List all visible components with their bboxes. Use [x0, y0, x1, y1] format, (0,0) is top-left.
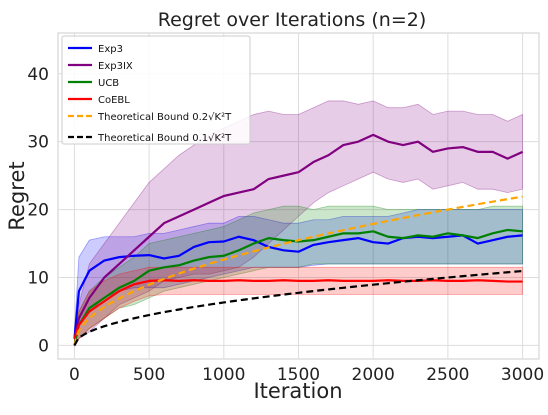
chart-title: Regret over Iterations (n=2): [158, 9, 427, 31]
x-tick-label: 0: [69, 365, 80, 385]
legend-formula: √K²T: [208, 112, 232, 123]
y-tick-labels: 0 10 20 30 40: [27, 65, 49, 357]
series-line-exp3ix: [73, 133, 524, 339]
legend-label: Exp3: [98, 44, 123, 55]
legend-label: UCB: [98, 78, 119, 89]
x-tick-labels: 0 500 1000 1500 2000 2500 3000: [69, 365, 544, 385]
series-line-ucb: [73, 228, 523, 346]
y-tick-label: 40: [27, 65, 49, 85]
x-tick-label: 2000: [352, 365, 395, 385]
band-ucb: [74, 205, 523, 347]
series-line-theoretical-bound-0-2: [73, 195, 523, 346]
x-tick-label: 3000: [501, 365, 544, 385]
y-tick-label: 0: [38, 336, 49, 356]
y-tick-label: 10: [27, 269, 49, 289]
x-tick-label: 1500: [277, 365, 320, 385]
series-line-exp3: [73, 234, 523, 339]
legend-label: Exp3IX: [98, 61, 133, 72]
band-coebl: [74, 266, 523, 347]
series-lines: [73, 133, 524, 346]
series-line-theoretical-bound-0-1: [73, 269, 523, 346]
x-tick-label: 500: [133, 365, 165, 385]
x-tick-label: 2500: [426, 365, 469, 385]
series-line-coebl: [73, 279, 523, 339]
band-exp3: [74, 209, 523, 346]
x-axis-label: Iteration: [253, 379, 342, 403]
legend-box: [61, 35, 251, 145]
legend-formula: √K²T: [208, 133, 232, 144]
legend-label: Theoretical Bound 0.1√K²T: [97, 133, 232, 144]
legend: Exp3 Exp3IX UCB CoEBL Theoretical Bound 0.2√…: [61, 35, 251, 145]
legend-label: CoEBL: [98, 95, 130, 106]
legend-label: Theoretical Bound 0.2√K²T: [97, 112, 232, 123]
y-tick-label: 30: [27, 133, 49, 153]
y-tick-label: 20: [27, 201, 49, 221]
x-tick-label: 1000: [202, 365, 245, 385]
y-axis-label: Regret: [5, 161, 29, 230]
